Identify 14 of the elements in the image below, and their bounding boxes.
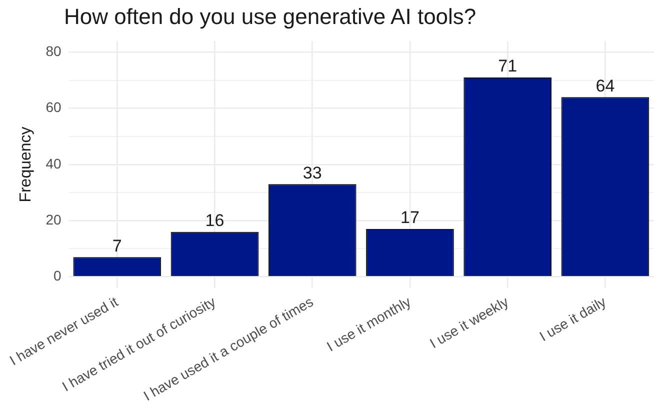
data-label: 33 xyxy=(302,163,322,182)
data-label: 16 xyxy=(205,211,224,230)
y-axis-title: Frequency xyxy=(17,126,34,202)
data-label: 64 xyxy=(596,76,615,96)
y-tick-label: 0 xyxy=(54,268,62,284)
y-tick-label: 40 xyxy=(46,155,62,172)
y-tick-label: 80 xyxy=(46,43,62,60)
data-label: 71 xyxy=(498,56,518,76)
y-tick-label: 20 xyxy=(46,211,62,228)
data-label: 7 xyxy=(112,236,122,256)
x-tick-label: I use it daily xyxy=(536,293,609,344)
chart-title: How often do you use generative AI tools? xyxy=(64,4,476,30)
y-tick-label: 60 xyxy=(46,99,62,116)
data-label: 17 xyxy=(400,208,420,228)
